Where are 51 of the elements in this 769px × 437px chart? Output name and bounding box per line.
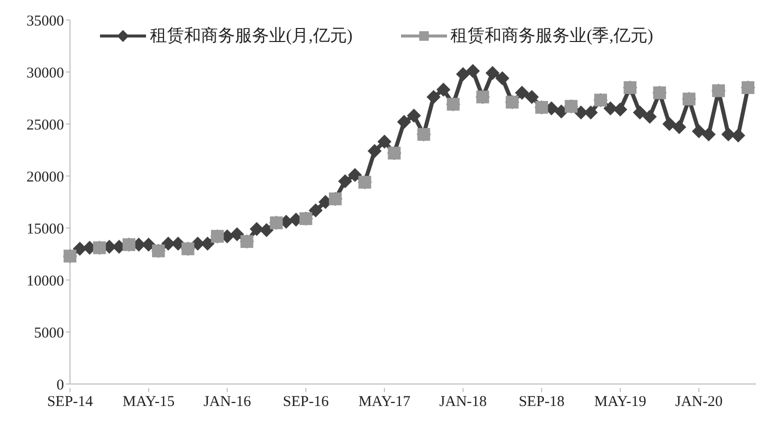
point: [672, 120, 686, 134]
point: [603, 101, 618, 116]
point: [515, 86, 529, 100]
point: [466, 64, 480, 78]
y-tick-label: 30000: [26, 65, 64, 82]
point: [692, 124, 706, 138]
y-tick-label: 15000: [26, 221, 64, 238]
point: [731, 128, 746, 142]
x-tick-label: SEP-14: [47, 394, 94, 410]
y-tick-label: 5000: [34, 325, 64, 342]
y-tick-label: 0: [56, 377, 64, 394]
y-tick-label: 10000: [26, 273, 64, 290]
point: [397, 114, 412, 129]
point: [613, 102, 628, 116]
point: [495, 71, 510, 86]
point: [524, 90, 539, 104]
x-tick-label: MAY-17: [358, 394, 411, 410]
point: [632, 106, 647, 120]
y-tick-label: 20000: [26, 169, 64, 186]
point: [250, 222, 264, 236]
point: [308, 203, 323, 218]
point: [584, 106, 598, 120]
x-tick-label: JAN-16: [203, 394, 252, 410]
x-tick-label: MAY-15: [122, 394, 175, 410]
point: [171, 236, 186, 251]
point: [456, 67, 470, 82]
x-tick-label: JAN-18: [439, 394, 487, 410]
x-tick-label: SEP-16: [282, 394, 330, 410]
point: [230, 227, 244, 242]
point: [662, 117, 676, 131]
point: [486, 66, 500, 80]
point: [260, 223, 274, 238]
y-tick-label: 25000: [26, 117, 64, 134]
point: [368, 144, 382, 158]
point: [377, 134, 392, 149]
point: [338, 174, 352, 188]
legend-label: 租赁和商务服务业(月,亿元): [150, 25, 353, 47]
point: [721, 127, 736, 142]
y-tick-label: 35000: [26, 13, 64, 30]
x-tick-label: JAN-20: [675, 394, 723, 410]
legend-label: 租赁和商务服务业(季,亿元): [450, 25, 654, 47]
point: [426, 90, 441, 104]
point: [436, 82, 450, 97]
point: [642, 110, 657, 124]
point: [348, 168, 362, 182]
point: [406, 108, 421, 123]
point: [142, 238, 156, 252]
point: [200, 236, 215, 251]
x-tick-label: MAY-19: [594, 394, 646, 410]
point: [702, 127, 716, 142]
x-tick-label: SEP-18: [518, 394, 565, 410]
